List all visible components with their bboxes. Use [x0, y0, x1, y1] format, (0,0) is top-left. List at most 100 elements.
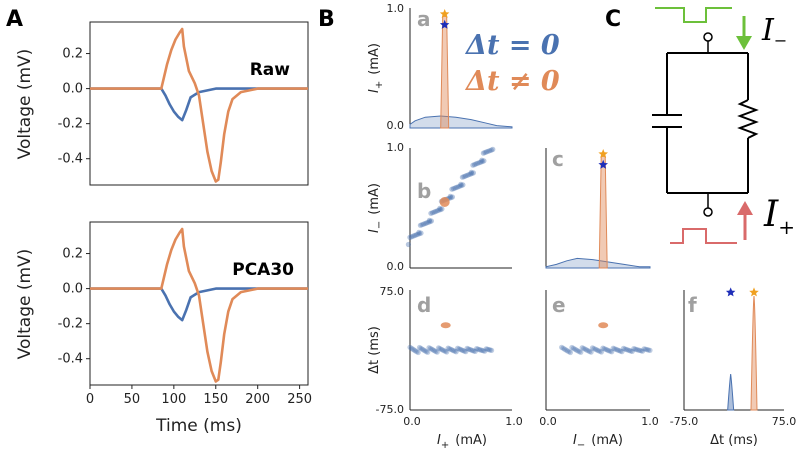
- density-orange-peak: [598, 155, 608, 269]
- scatter-point-blue: [487, 148, 493, 154]
- scatter-point-blue: [584, 347, 590, 353]
- scatter-point-blue: [470, 347, 476, 354]
- scatter-point-blue: [437, 207, 443, 213]
- scatter-point-blue: [645, 347, 652, 353]
- scatter-point-blue: [421, 221, 427, 227]
- scatter-point-blue: [434, 349, 440, 355]
- scatter-point-blue: [615, 347, 621, 353]
- scatter-point-blue: [412, 232, 418, 239]
- scatter-point-blue: [487, 347, 493, 353]
- scatter-point-blue: [600, 345, 606, 351]
- series-line-delta-zero: [90, 287, 308, 322]
- a-ytick-bottom: 0.0: [387, 119, 405, 132]
- scatter-point-blue: [437, 205, 443, 211]
- scatter-point-blue: [616, 347, 622, 354]
- scatter-point-blue: [418, 345, 424, 351]
- b-ytick-bottom: 0.0: [387, 260, 405, 273]
- scatter-point-orange: [439, 197, 450, 207]
- scatter-point-blue: [476, 160, 482, 166]
- scatter-point-blue: [437, 346, 443, 352]
- scatter-point-blue: [433, 348, 439, 355]
- xtick-label: 0: [86, 392, 94, 407]
- scatter-point-blue: [470, 170, 476, 176]
- e-xlabel-sub: −: [577, 440, 585, 451]
- scatter-point-blue: [444, 349, 450, 355]
- scatter-point-blue: [573, 347, 579, 353]
- panel-label-b: B: [318, 7, 335, 32]
- scatter-point-blue: [488, 147, 494, 153]
- e-xlabel-unit: (mA): [591, 433, 623, 448]
- scatter-point-blue: [458, 182, 464, 189]
- scatter-point-blue: [422, 220, 428, 227]
- scatter-point-blue: [442, 348, 448, 354]
- scatter-point-blue: [407, 344, 413, 350]
- scatter-point-blue: [408, 345, 414, 351]
- scatter-point-blue: [612, 346, 618, 352]
- scatter-point-blue: [410, 233, 416, 239]
- scatter-point-orange: [598, 322, 609, 329]
- raw-plot-frame: [89, 21, 309, 186]
- panel-d-scatter: d 75.0 -75.0 Δt (ms) 0.0 1.0 I+ (mA): [367, 285, 523, 451]
- scatter-point-blue: [594, 347, 600, 353]
- scatter-point-blue: [470, 162, 476, 168]
- pca-title: PCA30: [232, 260, 294, 280]
- scatter-point-blue: [595, 348, 602, 354]
- panel-f-histogram: f -75.0 75.0 Δt (ms): [670, 287, 796, 448]
- pca30-voltage-plot: PCA30 Voltage (mV) Time (ms) 0.2 0.0 -0.2 -…: [15, 221, 312, 436]
- i-plus-sub: +: [778, 215, 795, 239]
- top-terminal: [703, 32, 713, 42]
- scatter-point-blue: [474, 346, 480, 352]
- scatter-point-blue: [484, 346, 491, 352]
- i-minus-arrow-head: [736, 36, 752, 50]
- scatter-point-blue: [638, 348, 644, 354]
- scatter-point-blue: [560, 345, 566, 351]
- scatter-point-blue: [643, 346, 649, 352]
- scatter-point-blue: [434, 208, 440, 214]
- density-blue: [409, 115, 513, 129]
- resistor: [737, 99, 759, 139]
- scatter-point-blue: [475, 160, 481, 166]
- ytick-label: 0.0: [62, 82, 83, 97]
- scatter-point-blue: [421, 347, 427, 353]
- scatter-point-blue: [582, 346, 588, 352]
- scatter-point-blue: [449, 347, 455, 353]
- panel-a-letter: a: [417, 7, 431, 31]
- scatter-point-blue: [431, 348, 438, 354]
- star-orange: [749, 287, 759, 297]
- scatter-point-blue: [591, 346, 597, 352]
- circuit-diagram: I− I+: [652, 7, 795, 244]
- scatter-point-blue: [426, 345, 432, 351]
- scatter-point-blue: [483, 149, 490, 155]
- scatter-point-blue: [469, 170, 475, 177]
- scatter-point-blue: [486, 347, 492, 353]
- scatter-point-blue: [575, 348, 581, 354]
- scatter-point-blue: [466, 172, 472, 178]
- a-ytick-top: 1.0: [387, 2, 405, 15]
- panel-b-scatter: b 1.0 0.0 I− (mA): [367, 141, 512, 273]
- scatter-point-blue: [413, 232, 419, 238]
- d-ylabel: Δt (ms): [367, 326, 382, 374]
- panel-label-a: A: [6, 7, 23, 32]
- b-ylabel-unit: (mA): [367, 183, 382, 215]
- scatter-point-blue: [626, 347, 633, 354]
- xtick-label: 200: [245, 392, 270, 407]
- a-ylabel-sub: +: [374, 81, 385, 89]
- panel-e-scatter: e 0.0 1.0 I− (mA): [539, 290, 659, 451]
- scatter-point-blue: [641, 346, 647, 352]
- panel-e-letter: e: [552, 293, 566, 317]
- scatter-point-blue: [597, 348, 603, 354]
- f-xtick-right: 75.0: [772, 415, 797, 428]
- panel-c-histogram: c: [545, 147, 651, 269]
- scatter-point-blue: [452, 348, 458, 354]
- scatter-point-blue: [617, 348, 624, 354]
- scatter-point-blue: [433, 208, 439, 215]
- scatter-point-blue: [482, 348, 488, 354]
- scatter-point-blue: [632, 346, 638, 352]
- i-minus-label: I−: [761, 13, 787, 50]
- scatter-point-blue: [485, 148, 491, 154]
- scatter-point-blue: [619, 349, 625, 355]
- i-plus-label: I+: [763, 194, 795, 239]
- scatter-point-blue: [479, 347, 485, 353]
- star-orange: [598, 149, 608, 158]
- scatter-point-blue: [436, 207, 442, 213]
